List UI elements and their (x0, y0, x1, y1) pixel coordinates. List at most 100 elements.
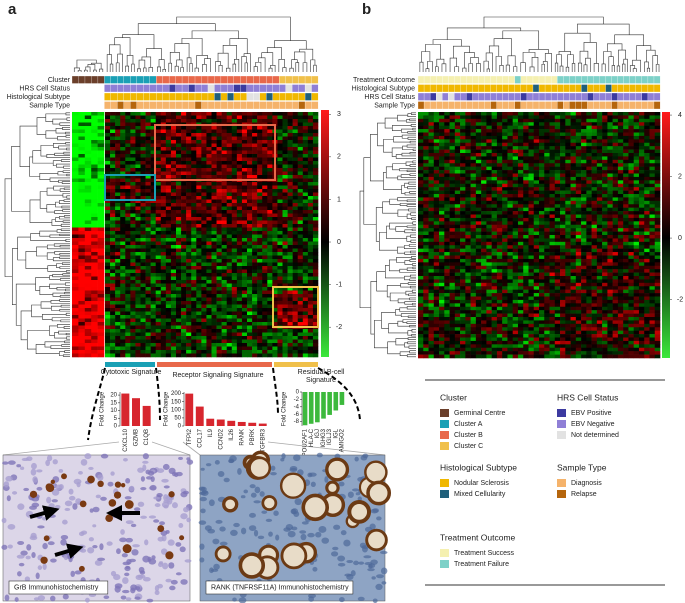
heatmap-cell (211, 339, 217, 344)
heatmap-cell (277, 115, 283, 120)
dendrogram-branch (60, 228, 70, 231)
heatmap-cell (120, 273, 126, 277)
heatmap-cell (481, 190, 487, 195)
heatmap-cell (145, 318, 151, 323)
heatmap-cell (211, 269, 217, 274)
heatmap-cell (272, 280, 278, 284)
heatmap-cell (196, 238, 202, 242)
heatmap-cell (252, 245, 258, 249)
heatmap-cell (292, 157, 299, 162)
heatmap-cell (282, 164, 288, 169)
heatmap-cell (638, 187, 645, 191)
heatmap-cell (140, 150, 146, 155)
heatmap-cell (97, 234, 105, 239)
heatmap-cell (110, 308, 116, 312)
heatmap-cell (165, 227, 172, 232)
heatmap-cell (475, 142, 482, 147)
heatmap-cell (72, 154, 79, 158)
heatmap-cell (612, 176, 619, 181)
heatmap-cell (165, 322, 172, 326)
heatmap-cell (302, 164, 309, 169)
heatmap-cell (236, 245, 243, 249)
heatmap-cell (533, 149, 540, 154)
heatmap-cell (206, 332, 212, 337)
heatmap-cell (502, 156, 508, 161)
heatmap-cell (570, 187, 577, 191)
heatmap-cell (623, 115, 629, 120)
heatmap-cell (602, 146, 608, 150)
dendrogram-branch (4, 178, 13, 277)
heatmap-cell (140, 189, 146, 193)
heatmap-cell (252, 273, 258, 277)
heatmap-cell (120, 245, 126, 249)
heatmap-cell (105, 283, 111, 288)
heatmap-cell (226, 115, 233, 120)
heatmap-cell (267, 315, 273, 319)
heatmap-cell (170, 311, 177, 316)
heatmap-cell (150, 318, 157, 323)
heatmap-cell (418, 159, 424, 164)
heatmap-cell (206, 269, 212, 274)
heatmap-cell (241, 126, 248, 130)
dendrogram-branch (146, 48, 162, 60)
heatmap-cell (231, 231, 238, 235)
heatmap-cell (170, 143, 177, 148)
heatmap-cell (160, 164, 167, 169)
heatmap-cell (496, 170, 503, 174)
heatmap-cell (216, 294, 222, 298)
heatmap-cell (231, 126, 238, 130)
heatmap-cell (216, 350, 222, 354)
heatmap-cell (554, 125, 561, 130)
heatmap-cell (649, 125, 656, 130)
heatmap-cell (302, 171, 309, 176)
heatmap-cell (481, 135, 487, 140)
heatmap-cell (512, 159, 519, 164)
heatmap-cell (586, 135, 592, 140)
heatmap-cell (292, 136, 299, 141)
heatmap-cell (428, 176, 435, 181)
dendrogram-branch (64, 350, 70, 354)
heatmap-cell (444, 197, 450, 202)
heatmap-cell (110, 126, 116, 130)
heatmap-cell (165, 255, 172, 260)
heatmap-cell (307, 259, 314, 263)
heatmap-cell (654, 197, 661, 202)
dendrogram-branch (58, 145, 70, 150)
dendrogram-branch (62, 209, 70, 212)
heatmap-cell (617, 115, 624, 120)
heatmap-cell (115, 189, 121, 193)
heatmap-cell (252, 287, 258, 291)
heatmap-cell (439, 207, 445, 212)
zoom-line (182, 441, 201, 456)
dendrogram-branch (20, 310, 32, 341)
heatmap-cell (586, 146, 592, 150)
heatmap-cell (596, 197, 603, 202)
heatmap-cell (581, 180, 587, 185)
heatmap-cell (507, 197, 513, 202)
heatmap-cell (292, 147, 299, 151)
heatmap-cell (257, 248, 263, 253)
heatmap-cell (272, 339, 278, 344)
heatmap-cell (287, 248, 293, 253)
heatmap-cell (475, 115, 482, 120)
heatmap-cell (560, 112, 566, 116)
heatmap-cell (176, 276, 182, 281)
heatmap-cell (78, 238, 86, 242)
heatmap-cell (307, 171, 314, 176)
heatmap-cell (623, 125, 629, 130)
heatmap-cell (252, 231, 258, 235)
heatmap-cell (570, 197, 577, 202)
heatmap-cell (247, 308, 253, 312)
heatmap-cell (145, 210, 151, 214)
heatmap-cell (512, 115, 519, 120)
heatmap-cell (231, 262, 238, 267)
heatmap-cell (206, 129, 212, 134)
heatmap-cell (302, 224, 309, 228)
heatmap-cell (267, 115, 273, 120)
heatmap-cell (292, 283, 299, 288)
heatmap-cell (120, 129, 126, 134)
heatmap-cell (287, 217, 293, 221)
heatmap-cell (272, 231, 278, 235)
heatmap-cell (196, 217, 202, 221)
heatmap-cell (186, 255, 192, 260)
